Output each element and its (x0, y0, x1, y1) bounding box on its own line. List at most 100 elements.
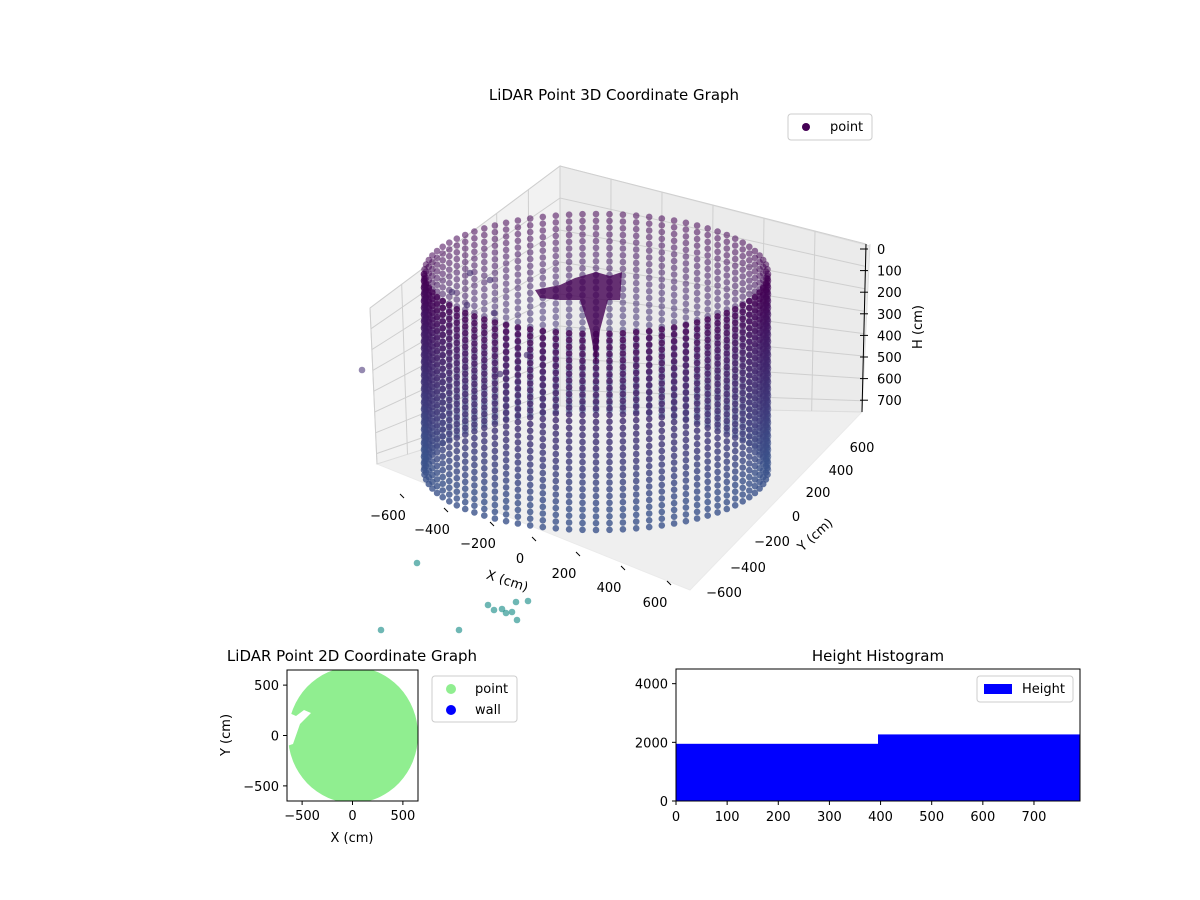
grid-line (710, 204, 714, 410)
data-point (751, 381, 759, 389)
data-point (471, 401, 478, 408)
data-point (714, 282, 721, 289)
data-point (539, 395, 547, 402)
data-point (670, 264, 678, 272)
data-point (565, 512, 573, 519)
data-point (579, 231, 586, 238)
data-point (565, 377, 573, 384)
data-point (632, 511, 640, 519)
data-point (446, 349, 453, 357)
data-point (539, 220, 547, 227)
data-point (579, 391, 586, 398)
z-tick-label: 200 (877, 286, 902, 301)
data-point (645, 381, 653, 389)
data-point (682, 253, 690, 260)
data-point (461, 390, 469, 398)
data-point (704, 343, 711, 351)
data-point (746, 433, 753, 440)
data-point (491, 393, 499, 401)
data-point (619, 390, 627, 398)
data-point (739, 369, 746, 377)
x-tick-label: 700 (1022, 810, 1047, 825)
data-point (658, 434, 666, 441)
data-point (714, 502, 721, 510)
data-point (632, 266, 640, 274)
data-point (502, 226, 510, 233)
data-point (739, 286, 746, 294)
data-point (658, 222, 666, 229)
data-point (514, 452, 522, 460)
data-point (491, 296, 499, 304)
data-point (579, 325, 586, 333)
data-point (714, 441, 721, 449)
data-point (461, 377, 469, 384)
data-point (704, 444, 711, 452)
data-point (751, 247, 759, 255)
data-point (502, 300, 510, 308)
x-axis-label-2d: X (cm) (331, 831, 374, 846)
data-point (491, 228, 499, 236)
data-point (739, 464, 746, 471)
data-point (552, 246, 560, 253)
data-point (592, 378, 600, 385)
data-point (606, 472, 613, 480)
data-point (490, 309, 498, 317)
data-point (658, 269, 666, 276)
data-point (658, 215, 666, 222)
data-point (491, 249, 499, 256)
data-point (439, 487, 447, 494)
data-point (461, 505, 469, 513)
data-point (539, 227, 547, 234)
data-point (552, 329, 560, 336)
data-point (632, 252, 640, 260)
data-point (446, 444, 453, 451)
data-point (619, 245, 627, 252)
data-point (739, 252, 746, 260)
histogram-bar (878, 734, 1080, 801)
data-point (714, 268, 721, 276)
data-point (491, 373, 499, 380)
data-point (693, 276, 701, 283)
data-point (704, 292, 711, 300)
data-point (632, 232, 640, 240)
data-point (446, 450, 453, 458)
point-disc-2d (288, 670, 418, 801)
data-point (670, 217, 678, 224)
data-point (358, 366, 366, 374)
data-point (645, 442, 653, 450)
data-point (565, 272, 573, 279)
data-point (502, 497, 510, 505)
data-point (491, 508, 499, 516)
data-point (632, 423, 640, 431)
data-point (731, 262, 739, 270)
data-point (377, 626, 385, 634)
data-point (552, 450, 560, 458)
x-tick-mark (575, 551, 581, 557)
data-point (606, 337, 613, 344)
data-point (693, 407, 701, 414)
data-point (682, 219, 690, 227)
data-point (658, 400, 666, 408)
data-point (682, 293, 690, 301)
data-point (704, 363, 711, 371)
y-tick-label: −400 (730, 561, 766, 576)
data-point (579, 344, 586, 351)
data-point (619, 343, 627, 351)
data-point (514, 324, 522, 331)
data-point (746, 243, 753, 251)
data-point (670, 284, 678, 292)
data-point (579, 217, 586, 225)
data-point (471, 488, 478, 496)
data-point (592, 384, 600, 392)
data-point (746, 426, 753, 434)
data-point (446, 239, 453, 246)
data-point (632, 383, 640, 390)
data-point (670, 291, 678, 299)
data-point (693, 310, 701, 317)
data-point (579, 506, 586, 513)
data-point (502, 517, 510, 525)
data-point (439, 338, 447, 346)
data-point (704, 471, 711, 479)
data-point (632, 329, 640, 336)
data-point (632, 349, 640, 356)
